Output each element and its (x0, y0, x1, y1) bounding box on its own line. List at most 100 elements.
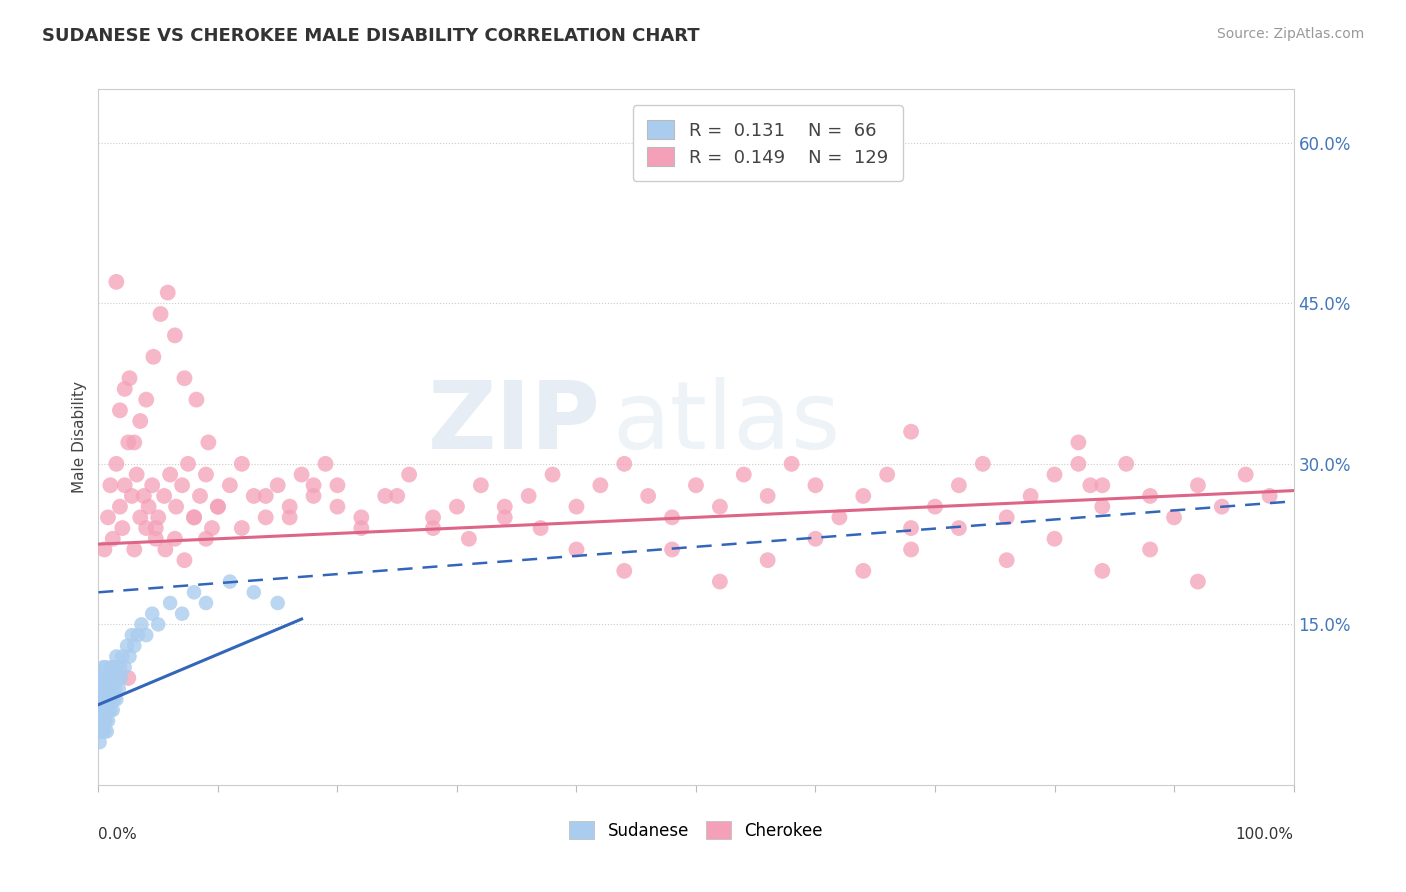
Point (149, 307, 172, 321)
Text: Source: ZipAtlas.com: Source: ZipAtlas.com (1216, 27, 1364, 41)
Point (89, 692, 111, 706)
Point (828, 510, 851, 524)
Point (267, 596, 290, 610)
Point (195, 532, 218, 546)
Point (565, 500, 588, 514)
Point (756, 489, 779, 503)
Point (326, 500, 349, 514)
Point (207, 500, 229, 514)
Text: 0.0%: 0.0% (98, 827, 138, 842)
Point (97, 714, 120, 728)
Point (98, 692, 121, 706)
Point (494, 500, 516, 514)
Point (219, 574, 242, 589)
Point (900, 542, 922, 557)
Point (1067, 435, 1090, 450)
Point (163, 532, 186, 546)
Point (709, 500, 731, 514)
Point (94, 660, 117, 674)
Point (315, 457, 337, 471)
Point (97, 510, 120, 524)
Point (148, 510, 170, 524)
Point (186, 392, 208, 407)
Point (530, 521, 553, 535)
Point (995, 553, 1018, 567)
Point (100, 660, 122, 674)
Point (159, 467, 181, 482)
Point (948, 521, 970, 535)
Point (124, 542, 146, 557)
Point (661, 542, 683, 557)
Point (117, 435, 139, 450)
Point (326, 478, 349, 492)
Text: 100.0%: 100.0% (1236, 827, 1294, 842)
Point (93, 724, 115, 739)
Point (91, 714, 114, 728)
Point (91, 660, 114, 674)
Legend: Sudanese, Cherokee: Sudanese, Cherokee (562, 814, 830, 847)
Point (90, 703, 112, 717)
Point (135, 392, 157, 407)
Point (1091, 500, 1114, 514)
Point (541, 467, 564, 482)
Point (98, 703, 122, 717)
Point (90, 671, 112, 685)
Point (124, 639, 146, 653)
Point (159, 596, 181, 610)
Point (900, 425, 922, 439)
Point (107, 681, 129, 696)
Point (142, 350, 165, 364)
Point (98, 681, 122, 696)
Point (195, 467, 218, 482)
Point (613, 457, 636, 471)
Point (1067, 457, 1090, 471)
Point (188, 489, 211, 503)
Point (90, 681, 112, 696)
Point (422, 521, 444, 535)
Text: atlas: atlas (613, 377, 841, 469)
Point (163, 328, 186, 343)
Point (254, 489, 277, 503)
Point (948, 478, 970, 492)
Point (458, 532, 481, 546)
Point (183, 510, 205, 524)
Point (183, 585, 205, 599)
Point (96, 724, 118, 739)
Point (302, 489, 325, 503)
Point (243, 489, 266, 503)
Point (89, 735, 111, 749)
Point (93, 542, 115, 557)
Point (637, 489, 659, 503)
Point (94, 714, 117, 728)
Point (183, 510, 205, 524)
Point (101, 671, 124, 685)
Point (118, 371, 141, 385)
Point (804, 478, 827, 492)
Point (422, 510, 444, 524)
Point (1043, 532, 1066, 546)
Point (1139, 542, 1161, 557)
Text: SUDANESE VS CHEROKEE MALE DISABILITY CORRELATION CHART: SUDANESE VS CHEROKEE MALE DISABILITY COR… (42, 27, 700, 45)
Point (97, 703, 120, 717)
Point (231, 521, 253, 535)
Point (127, 628, 149, 642)
Point (1163, 510, 1185, 524)
Point (852, 489, 875, 503)
Point (141, 478, 163, 492)
Point (135, 628, 157, 642)
Point (101, 532, 124, 546)
Point (114, 478, 136, 492)
Point (173, 553, 195, 567)
Point (96, 671, 118, 685)
Point (111, 521, 134, 535)
Point (97, 681, 120, 696)
Y-axis label: Male Disability: Male Disability (72, 381, 87, 493)
Point (132, 489, 155, 503)
Point (96, 692, 118, 706)
Point (302, 478, 325, 492)
Point (374, 489, 396, 503)
Point (105, 692, 128, 706)
Point (243, 585, 266, 599)
Point (589, 478, 612, 492)
Point (804, 532, 827, 546)
